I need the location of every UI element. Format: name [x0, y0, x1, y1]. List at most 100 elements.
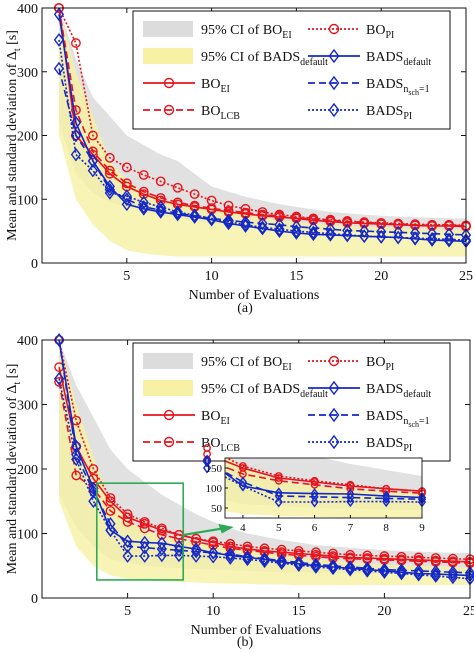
- zoom-arrow: [183, 527, 224, 536]
- inset-point-bads-nsch-1: [310, 491, 319, 503]
- legend-label-sub: default: [403, 389, 431, 400]
- panel-a-point-bo-ei: [138, 189, 149, 200]
- panel-b-point-bads-pi: [242, 552, 253, 567]
- panel-b-point-bads-pi: [447, 570, 459, 585]
- panel-a-point-bo-pi: [87, 130, 98, 141]
- inset-point-bo-pi: [274, 472, 283, 480]
- panel-b-point-bads-nsch-1: [173, 543, 185, 558]
- panel-a-point-bads-pi: [104, 186, 115, 200]
- legend-swatch-ci_bads: [143, 48, 193, 64]
- panel-b-point-bo-lcb: [156, 529, 167, 540]
- panel-a-point-bads-default: [53, 7, 65, 22]
- inset-line-bads-pi: [225, 476, 422, 503]
- y-axis-label-unit: [s]: [5, 30, 20, 48]
- inset-x-tick-label: 8: [383, 522, 389, 534]
- inset-point-bads-nsch-1: [274, 490, 283, 502]
- legend-label-sub: LCB: [220, 443, 240, 454]
- panel-b-point-bo-lcb: [54, 377, 65, 387]
- panel-b-point-bads-pi: [276, 556, 287, 571]
- legend-label-bo_ei: BOEI: [201, 409, 230, 427]
- panel-b-point-bads-pi: [293, 558, 304, 572]
- x-tick-label: 25: [459, 269, 473, 284]
- legend-label-text: BO: [201, 436, 220, 451]
- panel-a-point-bads-pi: [172, 205, 183, 219]
- panel-b-point-bads-nsch-1: [122, 539, 133, 554]
- legend-label-bads_nsch: BADSnsch=1: [366, 409, 430, 429]
- panel-a-point-bads-nsch-1: [426, 226, 438, 241]
- legend-marker-bo_lcb: [163, 104, 175, 116]
- panel-a: 5 10 15 20 25 0 100 200 300 400 Number of Evaluati…: [5, 2, 473, 303]
- panel-a-point-bo-pi: [104, 152, 115, 163]
- legend-marker-bads_nsch: [328, 407, 340, 423]
- panel-b-point-bads-pi: [259, 554, 270, 569]
- legend-label-ci_bo: 95% CI of BOEI: [201, 23, 292, 41]
- panel-a-point-bads-nsch-1: [325, 222, 336, 237]
- panel-a-point-bads-nsch-1: [443, 227, 455, 242]
- inset-y-tick-label: 50: [211, 503, 223, 515]
- panel-a-point-bo-pi: [257, 207, 268, 217]
- legend-label-text: BO: [201, 77, 220, 92]
- legend-label-sub: default: [300, 57, 328, 68]
- legend-label-bo_lcb: BOLCB: [201, 104, 240, 122]
- legend-label-text: BADS: [366, 382, 403, 397]
- panel-b-point-bads-pi: [327, 561, 339, 576]
- inset-point-bo-lcb: [274, 476, 283, 485]
- panel-a-point-bads-pi: [138, 195, 149, 210]
- y-axis-label-sub: t: [12, 382, 23, 385]
- y-tick-label: 100: [17, 528, 38, 543]
- legend-marker-bo_pi: [328, 23, 340, 35]
- panel-a-point-bads-pi: [206, 211, 217, 226]
- panel-b-point-bads-nsch-1: [413, 564, 424, 578]
- x-tick-label: 25: [463, 604, 474, 619]
- panel-a-point-bads-default: [70, 115, 82, 130]
- inset-y-tick-label: 100: [206, 483, 223, 495]
- y-axis-label: Mean and standard deviation of Δt [s]: [5, 364, 23, 575]
- caption-b: (b): [237, 635, 254, 650]
- panel-a-line-bo-lcb: [58, 8, 466, 227]
- panel-a-line-bo-pi: [58, 8, 466, 227]
- legend-label-text: 95% CI of BADS: [201, 382, 300, 397]
- panel-b-point-bads-pi: [208, 549, 219, 564]
- panel-b-point-bads-pi: [362, 564, 373, 578]
- panel-a-point-bo-pi: [223, 200, 234, 211]
- panel-b-point-bads-nsch-1: [396, 563, 407, 578]
- legend-marker-bo_pi: [328, 355, 340, 367]
- panel-b-point-bads-pi: [379, 565, 390, 580]
- panel-b-point-bo-lcb: [71, 470, 82, 481]
- panel-a-point-bo-lcb: [104, 165, 115, 176]
- panel-a-point-bads-pi: [443, 232, 455, 247]
- panel-b-point-bo-pi: [293, 546, 304, 556]
- panel-a-point-bads-pi: [87, 163, 99, 178]
- legend-label-bo_lcb: BOLCB: [201, 436, 240, 454]
- legend-label-sub: n: [403, 84, 408, 95]
- x-tick-label: 10: [205, 269, 219, 284]
- x-tick-label: 5: [124, 604, 131, 619]
- legend-label-bads_pi: BADSPI: [366, 104, 412, 122]
- inset-x-tick-label: 9: [419, 522, 425, 534]
- inset-x-tick-label: 5: [276, 522, 282, 534]
- x-tick-label: 15: [292, 604, 306, 619]
- panel-b-point-bads-nsch-1: [362, 561, 373, 576]
- inset-point-bads-pi: [202, 462, 212, 474]
- inset-point-bads-nsch-1: [202, 456, 212, 468]
- panel-b-point-bads-pi: [122, 549, 133, 563]
- legend-label-ci_bads: 95% CI of BADSdefault: [201, 382, 328, 400]
- legend-label-ci_bads: 95% CI of BADSdefault: [201, 50, 328, 68]
- inset-x-tick-label: 7: [348, 522, 354, 534]
- legend-label-text: 95% CI of BO: [201, 355, 282, 370]
- panel-b-point-bads-default: [173, 539, 185, 554]
- panel-b-point-bads-nsch-1: [225, 547, 236, 561]
- panel-b-band-bads-default: [59, 340, 470, 586]
- panel-b-point-bo-pi: [88, 464, 99, 474]
- panel-b-point-bads-nsch-1: [276, 553, 287, 568]
- legend-label-sub: EI: [282, 362, 291, 373]
- legend-swatch-ci_bo: [143, 353, 193, 369]
- panel-a-point-bads-nsch-1: [223, 213, 234, 228]
- inset-line-bo-pi: [225, 458, 422, 492]
- inset-point-bads-nsch-1: [346, 492, 355, 504]
- panel-b-point-bads-nsch-1: [259, 551, 270, 566]
- legend-marker-bads_default: [328, 48, 340, 64]
- inset-point-bads-pi: [274, 496, 283, 508]
- legend-label-sub2: sch: [408, 420, 419, 429]
